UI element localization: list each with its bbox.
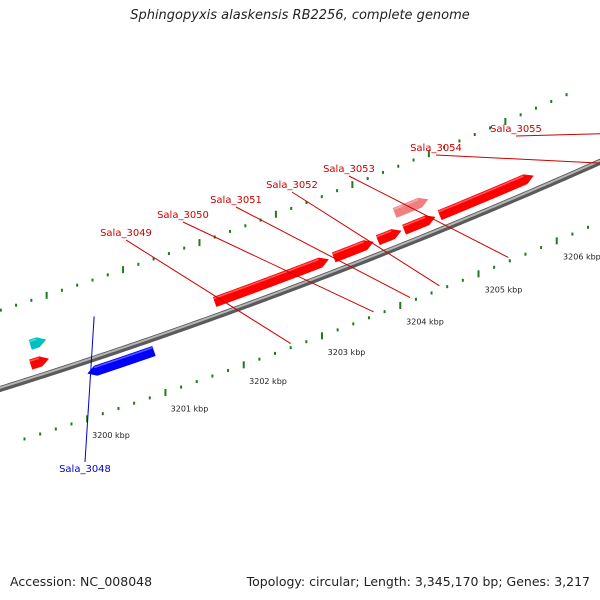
gene-arrow-body [375, 229, 402, 246]
label-leader-line [125, 239, 291, 345]
label-leader-line [515, 133, 600, 137]
ruler-label-3202: 3202 kbp [249, 377, 287, 386]
ruler-label-3203: 3203 kbp [328, 348, 366, 357]
label-leader-line [235, 206, 411, 299]
gene-arrow-body [28, 337, 47, 350]
gene-arrow-sala-3051b [402, 215, 436, 235]
gene-label-sala-3052: Sala_3052 [266, 180, 318, 191]
label-leader-line [348, 175, 509, 258]
tick-marks [0, 93, 590, 441]
gene-arrow-body [212, 257, 329, 307]
gene-arrow-Sala_3051 [375, 229, 402, 246]
gene-arrow-body [437, 174, 534, 221]
gene-arrow-shine [402, 216, 426, 228]
ruler-label-3206: 3206 kbp [563, 253, 600, 262]
gene-arrow-body [87, 346, 156, 376]
gene-arrow-shine [331, 241, 364, 255]
gene-arrow-body [331, 240, 374, 263]
ruler-labels: 3200 kbp 3201 kbp 3202 kbp 3203 kbp 3204 kbp… [92, 253, 600, 441]
ruler-label-3201: 3201 kbp [171, 405, 209, 414]
label-leader-line [84, 316, 95, 463]
gene-label-sala-3051: Sala_3051 [210, 195, 262, 206]
ruler-label-3204: 3204 kbp [406, 317, 444, 326]
gene-arrow-cyan-a [28, 337, 47, 350]
gene-arrow-red-a [29, 356, 50, 370]
accession-text: Accession: NC_008048 [10, 574, 153, 589]
genome-backbone [0, 158, 600, 393]
gene-arrow-shine [93, 347, 153, 369]
ruler-label-3200: 3200 kbp [92, 431, 130, 440]
gene-arrow-body [29, 356, 50, 370]
label-leader-line [435, 154, 600, 164]
gene-label-sala-3055: Sala_3055 [490, 124, 542, 135]
gene-arrow-Sala_3048 [87, 346, 156, 376]
label-leader-line [291, 191, 440, 287]
gene-arrow-shine [212, 258, 319, 300]
gene-label-sala-3054: Sala_3054 [410, 143, 462, 154]
gene-arrow-shine [28, 338, 37, 343]
gene-label-sala-3048: Sala_3048 [59, 464, 111, 475]
gene-arrow-shine [437, 175, 524, 213]
genome-summary-text: Topology: circular; Length: 3,345,170 bp… [246, 574, 590, 589]
gene-label-sala-3049: Sala_3049 [100, 228, 152, 239]
gene-features [28, 174, 534, 376]
gene-arrow-Sala_3050 [331, 240, 374, 263]
gene-arrow-Sala_3049 [212, 257, 329, 307]
backbone-highlight [0, 159, 600, 389]
label-leader-line [182, 221, 374, 313]
gene-arrow-shine [29, 357, 40, 363]
gene-arrow-shine [375, 230, 392, 238]
gene-label-sala-3050: Sala_3050 [157, 210, 209, 221]
ruler-label-3205: 3205 kbp [485, 286, 523, 295]
map-title: Sphingopyxis alaskensis RB2256, complete… [130, 8, 470, 23]
gene-arrow-body [402, 215, 436, 235]
backbone-line [0, 158, 600, 393]
gene-arrow-Sala_3053 [437, 174, 534, 221]
gene-label-sala-3053: Sala_3053 [323, 164, 375, 175]
